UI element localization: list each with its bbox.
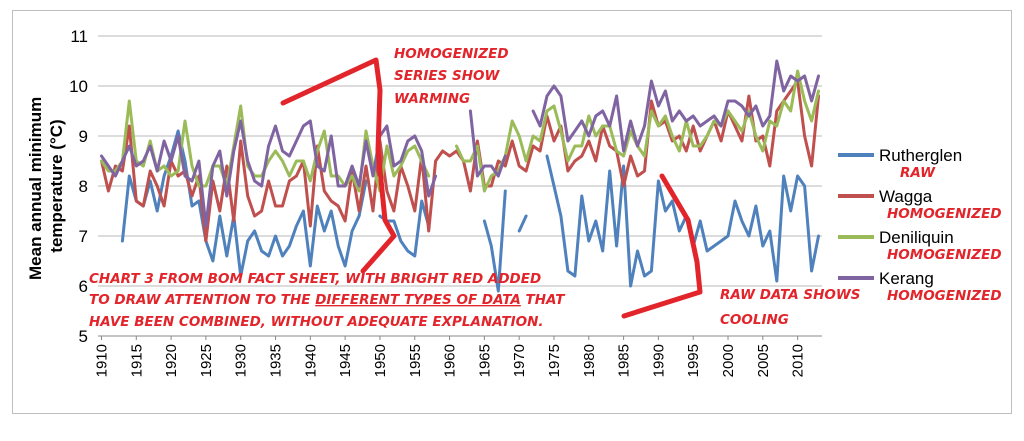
series-rutherglen [120, 129, 820, 293]
legend-label-deniliquin: Deniliquin [879, 228, 954, 247]
x-tick-label: 1940 [302, 344, 319, 377]
series-line-rutherglen [517, 214, 528, 233]
y-axis-label-line-1: Mean annual minimum [26, 97, 45, 280]
x-tick-label: 1935 [268, 344, 285, 377]
x-tick-label: 1970 [511, 344, 528, 377]
legend-tag-rutherglen: RAW [900, 165, 936, 181]
series-line-rutherglen [482, 189, 507, 293]
x-tick-label: 2010 [790, 344, 807, 377]
x-tick-label: 1920 [163, 344, 180, 377]
legend-label-rutherglen: Rutherglen [879, 146, 962, 165]
legend-label-wagga: Wagga [879, 187, 933, 206]
x-tick-label: 1945 [337, 344, 354, 377]
x-tick-label: 2005 [755, 344, 772, 377]
homogenized-note-line-1: HOMOGENIZED [394, 46, 509, 62]
series-line-kerang [468, 109, 507, 178]
y-axis-label: Mean annual minimum temperature (°C) [26, 92, 66, 280]
x-tick-label: 1960 [442, 344, 459, 377]
x-tick-label: 1995 [685, 344, 702, 377]
chart-frame [12, 10, 1012, 414]
x-tick-label: 1915 [128, 344, 145, 377]
y-tick-label: 11 [70, 27, 88, 46]
y-ticks: 5 6 7 8 9 10 11 [69, 27, 88, 346]
legend: RutherglenRAWWaggaHOMOGENIZEDDeniliquinH… [838, 146, 1002, 304]
x-tick-label: 1990 [650, 344, 667, 377]
explanation-note-line-2-a: TO DRAW ATTENTION TO THE [89, 292, 315, 308]
series-line-kerang [531, 59, 820, 153]
explanation-note-line-1: CHART 3 FROM BOM FACT SHEET, WITH BRIGHT… [89, 271, 541, 287]
x-tick-label: 1965 [476, 344, 493, 377]
y-tick-label: 10 [69, 77, 88, 96]
y-tick-label: 7 [79, 227, 88, 246]
raw-note-line-1: RAW DATA SHOWS [720, 287, 860, 303]
x-tick-label: 1925 [198, 344, 215, 377]
x-tick-label: 1955 [407, 344, 424, 377]
raw-note-line-2: COOLING [720, 312, 789, 328]
x-tick-label: 1985 [616, 344, 633, 377]
legend-tag-deniliquin: HOMOGENIZED [887, 247, 1002, 263]
legend-tag-kerang: HOMOGENIZED [887, 288, 1002, 304]
legend-tag-wagga: HOMOGENIZED [887, 206, 1002, 222]
series-deniliquin [100, 69, 820, 193]
explanation-note-line-2-c: THAT [521, 292, 566, 308]
x-tick-label: 2000 [720, 344, 737, 377]
x-ticks: 1910 1915 1920 1925 1930 1935 1940 1945 1950 1955… [93, 336, 807, 377]
legend-label-kerang: Kerang [879, 269, 934, 288]
raw-red-stroke [621, 173, 703, 319]
x-tick-label: 1930 [233, 344, 250, 377]
explanation-note-line-3: HAVE BEEN COMBINED, WITHOUT ADEQUATE EXP… [89, 314, 544, 330]
x-tick-label: 1980 [581, 344, 598, 377]
explanation-note-line-2: TO DRAW ATTENTION TO THE DIFFERENT TYPES… [89, 292, 566, 308]
y-axis-label-line-2: temperature (°C) [47, 119, 66, 252]
x-tick-label: 1910 [93, 344, 110, 377]
homogenized-note-line-3: WARMING [394, 91, 470, 107]
homogenized-red-stroke [280, 57, 397, 274]
x-tick-label: 1950 [372, 344, 389, 377]
y-tick-label: 9 [79, 127, 88, 146]
y-tick-label: 8 [79, 177, 88, 196]
series-line-rutherglen [545, 154, 820, 288]
homogenized-note-line-2: SERIES SHOW [394, 68, 501, 84]
y-tick-label: 5 [79, 327, 88, 346]
explanation-note-line-2-b: DIFFERENT TYPES OF DATA [315, 292, 521, 308]
series-line-rutherglen [120, 129, 368, 278]
y-tick-label: 6 [79, 277, 88, 296]
x-tick-label: 1975 [546, 344, 563, 377]
